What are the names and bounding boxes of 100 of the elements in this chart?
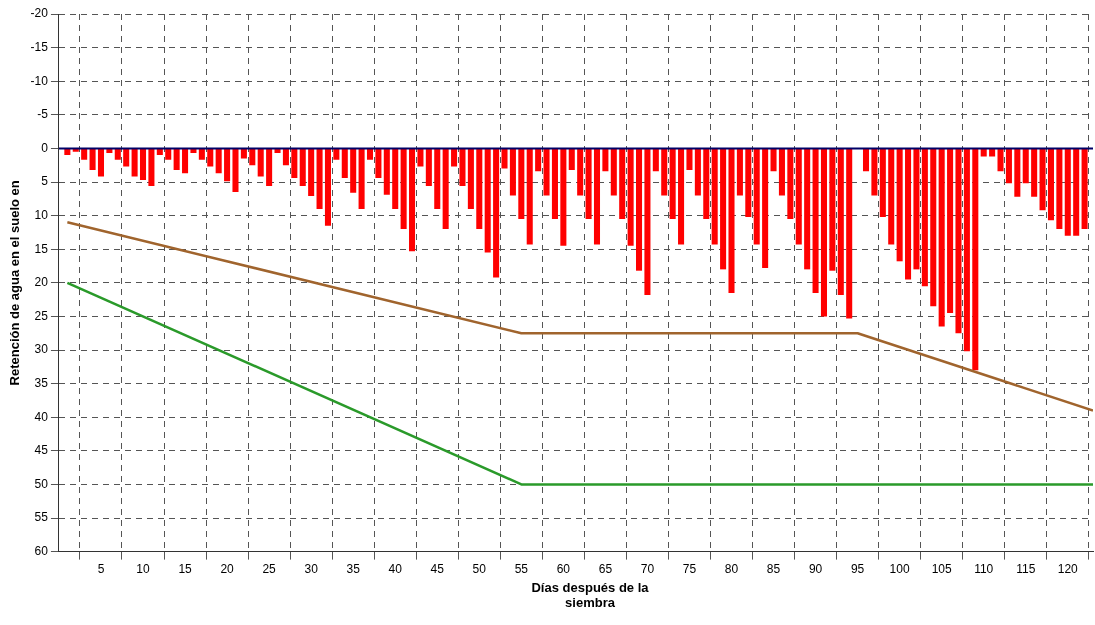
bar bbox=[997, 148, 1004, 172]
bar bbox=[308, 148, 315, 197]
bar bbox=[509, 148, 516, 196]
bar bbox=[686, 148, 693, 170]
bar bbox=[1022, 148, 1029, 184]
bar bbox=[198, 148, 205, 160]
bar bbox=[224, 148, 231, 182]
bar bbox=[888, 148, 895, 245]
x-tick-label: 40 bbox=[388, 562, 403, 577]
bar bbox=[535, 148, 542, 172]
y-tick-label: 5 bbox=[41, 174, 49, 189]
y-tick-label: 25 bbox=[34, 308, 49, 323]
bar bbox=[720, 148, 727, 270]
bar bbox=[610, 148, 617, 196]
x-tick-label: 10 bbox=[136, 562, 151, 577]
bar bbox=[425, 148, 432, 187]
bar bbox=[652, 148, 659, 172]
y-tick-label: -5 bbox=[37, 107, 49, 122]
x-tick-label: 55 bbox=[514, 562, 529, 577]
bar bbox=[148, 148, 155, 187]
x-tick-label: 95 bbox=[850, 562, 865, 577]
bar bbox=[1031, 148, 1038, 197]
y-tick-label: 35 bbox=[34, 375, 49, 390]
bar bbox=[501, 148, 508, 169]
bar bbox=[173, 148, 180, 170]
bar bbox=[156, 148, 163, 156]
bar bbox=[1039, 148, 1046, 211]
bar bbox=[417, 148, 424, 167]
bar bbox=[661, 148, 668, 196]
x-tick-label: 35 bbox=[346, 562, 361, 577]
bar bbox=[812, 148, 819, 293]
bar bbox=[97, 148, 105, 177]
bar bbox=[896, 148, 903, 262]
bar bbox=[375, 148, 382, 178]
x-tick-label: 90 bbox=[808, 562, 823, 577]
bar bbox=[350, 148, 357, 193]
bar bbox=[871, 148, 878, 196]
bar bbox=[434, 148, 441, 209]
y-tick-label: 55 bbox=[34, 510, 49, 525]
y-tick-label: 0 bbox=[41, 140, 49, 155]
x-tick-label: 115 bbox=[1016, 562, 1036, 577]
bar bbox=[165, 148, 172, 160]
y-tick-label: 20 bbox=[34, 275, 49, 290]
x-tick-label: 75 bbox=[682, 562, 697, 577]
bar bbox=[636, 148, 643, 271]
bar bbox=[139, 148, 147, 180]
bar bbox=[484, 148, 491, 253]
bar bbox=[543, 148, 550, 196]
bar bbox=[963, 148, 970, 352]
bar bbox=[921, 148, 928, 287]
bar bbox=[627, 148, 634, 246]
x-tick-label: 20 bbox=[220, 562, 235, 577]
bar bbox=[333, 148, 340, 160]
bar bbox=[282, 148, 289, 166]
bar bbox=[207, 148, 214, 167]
bar bbox=[476, 148, 483, 230]
bar bbox=[106, 148, 113, 154]
bar bbox=[493, 148, 500, 278]
y-tick-label: 60 bbox=[34, 543, 49, 558]
bar bbox=[266, 148, 273, 187]
x-tick-label: 45 bbox=[430, 562, 445, 577]
bar bbox=[400, 148, 407, 230]
bar bbox=[324, 148, 331, 226]
bar bbox=[862, 148, 870, 172]
bar bbox=[1005, 148, 1012, 184]
bar bbox=[1056, 148, 1063, 230]
x-tick-label: 25 bbox=[262, 562, 277, 577]
bar bbox=[190, 148, 197, 154]
x-tick-label: 105 bbox=[931, 562, 953, 577]
bar bbox=[358, 148, 365, 209]
bar bbox=[745, 148, 752, 217]
bar bbox=[568, 148, 575, 170]
bar bbox=[89, 148, 96, 170]
x-tick-label: 50 bbox=[472, 562, 487, 577]
bar bbox=[64, 148, 71, 156]
bar bbox=[551, 148, 558, 219]
bar bbox=[980, 148, 987, 157]
y-tick-label: 40 bbox=[34, 409, 49, 424]
bar bbox=[905, 148, 912, 280]
x-tick-label: 120 bbox=[1057, 562, 1079, 577]
bar bbox=[736, 148, 743, 196]
bar bbox=[577, 148, 584, 196]
bar bbox=[240, 148, 247, 159]
bar bbox=[703, 148, 710, 219]
bar bbox=[442, 148, 449, 230]
bar bbox=[955, 148, 962, 334]
bar bbox=[1047, 148, 1054, 221]
bar bbox=[837, 148, 844, 295]
x-tick-label: 80 bbox=[724, 562, 739, 577]
bar bbox=[753, 148, 760, 245]
bar bbox=[383, 148, 390, 195]
y-tick-label: 50 bbox=[34, 476, 49, 491]
bar bbox=[669, 148, 676, 219]
bar bbox=[257, 148, 264, 177]
y-tick-label: -20 bbox=[30, 6, 49, 21]
bar bbox=[1014, 148, 1021, 197]
bar bbox=[316, 148, 323, 209]
bar bbox=[72, 148, 79, 152]
bar bbox=[972, 148, 979, 371]
bar bbox=[114, 148, 121, 160]
